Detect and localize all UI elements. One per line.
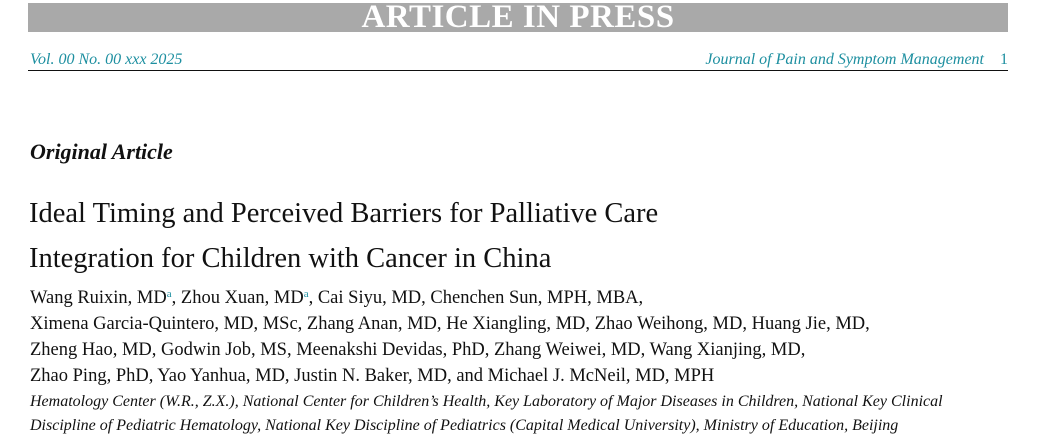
title-line: Ideal Timing and Perceived Barriers for … [29,198,659,229]
affiliation-mark[interactable]: a [303,288,309,300]
volume: Vol. 00 No. 00 xxx 2025 [30,51,183,68]
author-line: Ximena Garcia-Quintero, MD, MSc, Zhang A… [30,314,870,334]
author: Wang Ruixin, MD [30,288,167,308]
article-type: Original Article [30,139,173,164]
affiliation-line: Hematology Center (W.R., Z.X.), National… [30,393,943,410]
journal[interactable]: Journal of Pain and Symptom Management [705,51,984,68]
title-line: Integration for Children with Cancer in … [29,243,552,274]
author: , Cai Siyu, MD, Chenchen Sun, MPH, MBA, [308,288,644,308]
author-line: Zhao Ping, PhD, Yao Yanhua, MD, Justin N… [30,366,715,386]
author-line: Wang Ruixin, MDa, Zhou Xuan, MDa, Cai Si… [30,288,643,309]
author: , Zhou Xuan, MD [171,288,304,308]
author-line: Zheng Hao, MD, Godwin Job, MS, Meenakshi… [30,340,806,360]
affiliation-line: Discipline of Pediatric Hematology, Nati… [30,417,899,434]
affiliation-mark[interactable]: a [166,288,172,300]
banner: ARTICLE IN PRESS [28,3,1008,32]
header-rule [28,70,1008,71]
page-number: 1 [1000,51,1008,68]
